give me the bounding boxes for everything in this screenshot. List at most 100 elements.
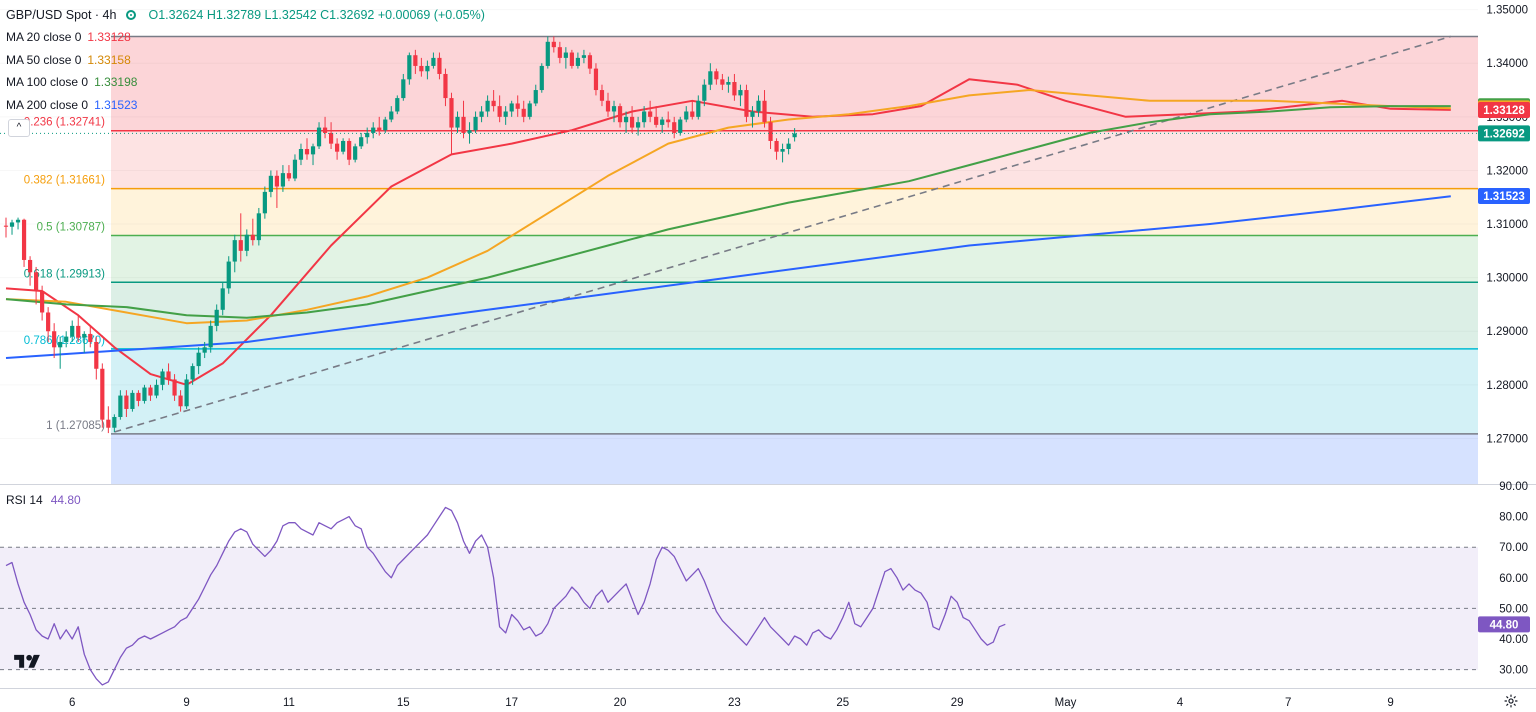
rsi-badge: 44.80 xyxy=(1478,616,1530,633)
rsi-pane: 90.00 80.00 70.00 60.00 50.00 40.00 30.00 44.80 xyxy=(0,481,1530,686)
candle-body xyxy=(166,371,171,380)
candle-body xyxy=(27,259,33,273)
candle-body xyxy=(256,213,261,241)
candle xyxy=(286,165,292,182)
candle xyxy=(172,374,177,401)
price-badge-bg xyxy=(1478,125,1530,142)
candle xyxy=(244,229,249,257)
dashed-trendline xyxy=(114,35,1452,433)
candle xyxy=(359,132,364,150)
symbol-title[interactable]: GBP/USD Spot · 4h xyxy=(6,8,117,22)
candle xyxy=(629,106,635,133)
candle-body xyxy=(690,111,695,117)
candle-body xyxy=(485,100,490,112)
market-status-icon xyxy=(126,10,137,20)
candle-body xyxy=(696,100,701,117)
rsi-legend-value: 44.80 xyxy=(50,493,81,507)
candle-body xyxy=(539,65,544,91)
candle-body xyxy=(437,57,442,74)
candle xyxy=(196,347,201,375)
candle-body xyxy=(407,55,412,80)
candle-body xyxy=(310,146,316,155)
fib-zone-bottom xyxy=(111,433,1478,484)
candle xyxy=(738,84,743,107)
price-badge-label: 1.33128 xyxy=(1483,105,1525,117)
time-tick-label: 17 xyxy=(505,697,518,709)
rsi-tick-label: 60.00 xyxy=(1499,573,1528,585)
price-axis-bg xyxy=(1478,0,1536,712)
legend-ma50[interactable]: MA 50 close 0 1.33158 xyxy=(6,51,131,69)
candle xyxy=(226,256,231,294)
candle-body xyxy=(112,417,117,428)
candle-body xyxy=(316,127,322,147)
candle-body xyxy=(365,132,370,138)
candle xyxy=(756,95,761,117)
candle-body xyxy=(551,41,556,48)
candle-body xyxy=(46,312,51,332)
candle-body xyxy=(515,103,520,109)
candle-body xyxy=(629,116,635,128)
candle-body xyxy=(581,55,587,58)
candle-body xyxy=(684,111,689,120)
price-badge: 1.32692 xyxy=(1478,125,1530,142)
chart-header: GBP/USD Spot · 4h O1.32624 H1.32789 L1.32… xyxy=(6,6,485,24)
candle-body xyxy=(136,392,141,401)
candle xyxy=(82,331,87,353)
time-axis[interactable]: 6 9 11 15 17 20 23 25 29 May 4 7 9 xyxy=(0,688,1536,710)
candle xyxy=(605,92,611,117)
candle-body xyxy=(292,159,298,179)
candle xyxy=(365,127,370,144)
legend-ma100[interactable]: MA 100 close 0 1.33198 xyxy=(6,73,137,91)
candle xyxy=(431,52,436,69)
candle xyxy=(238,213,243,262)
candle xyxy=(58,336,63,369)
tradingview-logo-icon[interactable] xyxy=(14,652,40,672)
candle xyxy=(690,100,695,120)
price-badge-bg xyxy=(1478,101,1530,118)
rsi-legend[interactable]: RSI 14 44.80 xyxy=(6,491,81,509)
legend-ma200[interactable]: MA 200 close 0 1.31523 xyxy=(6,96,137,114)
candle xyxy=(76,315,81,342)
candle-body xyxy=(148,387,153,396)
rsi-tick-label: 50.00 xyxy=(1499,603,1528,615)
candle-body xyxy=(431,57,436,66)
candle-body xyxy=(341,140,346,152)
candle xyxy=(341,138,346,155)
candle xyxy=(377,116,382,136)
gear-icon[interactable] xyxy=(1504,694,1518,708)
candle-body xyxy=(521,108,526,117)
legend-ma20-label: MA 20 close 0 xyxy=(6,30,82,44)
rsi-badge-label: 44.80 xyxy=(1490,619,1519,631)
legend-collapse-button[interactable]: ^ xyxy=(8,119,30,137)
candle xyxy=(527,100,532,120)
candle xyxy=(660,116,665,133)
candle-body xyxy=(557,47,562,58)
rsi-line xyxy=(5,506,1006,686)
candle xyxy=(750,106,755,128)
price-tick-label: 1.30000 xyxy=(1486,273,1528,285)
price-badge-bg xyxy=(1478,188,1530,205)
candle-body xyxy=(413,55,418,66)
candle-body xyxy=(569,52,574,66)
legend-ma20[interactable]: MA 20 close 0 1.33128 xyxy=(6,28,131,46)
candle-body xyxy=(238,240,243,251)
fib-label: 0.236 (1.32741) xyxy=(24,117,105,129)
candle-body xyxy=(617,106,623,123)
candle-body xyxy=(473,116,478,131)
candle xyxy=(274,170,279,208)
candle-body xyxy=(654,116,659,125)
time-tick-label: 6 xyxy=(69,697,75,709)
candle-body xyxy=(611,106,617,112)
rsi-legend-label: RSI 14 xyxy=(6,493,43,507)
candle-body xyxy=(563,52,568,58)
legend-ma200-label: MA 200 close 0 xyxy=(6,98,89,112)
candle-body xyxy=(34,272,39,292)
candle xyxy=(353,143,358,163)
ohlc-values: O1.32624 H1.32789 L1.32542 C1.32692 +0.0… xyxy=(148,8,485,22)
candle-body xyxy=(160,371,165,385)
candle xyxy=(166,363,171,385)
candle-body xyxy=(371,127,376,133)
time-tick-label: 23 xyxy=(728,697,741,709)
